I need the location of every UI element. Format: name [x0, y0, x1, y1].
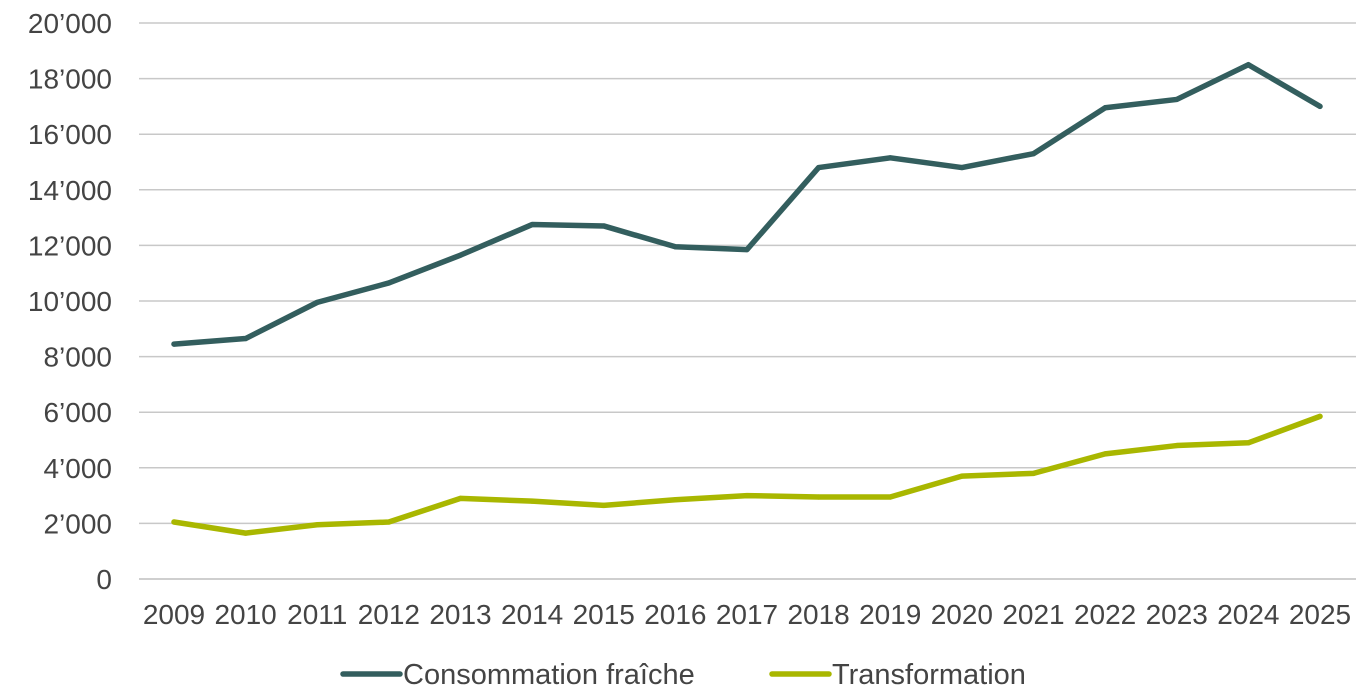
legend-label-1: Transformation — [832, 659, 1026, 691]
data-point — [1030, 470, 1037, 476]
data-point — [1102, 105, 1108, 111]
data-point — [1174, 442, 1180, 449]
x-tick-label: 2018 — [787, 599, 849, 630]
x-tick-label: 2009 — [143, 599, 205, 630]
x-tick-label: 2024 — [1217, 599, 1279, 630]
y-tick-label: 6’000 — [43, 397, 112, 428]
x-tick-label: 2014 — [501, 599, 563, 630]
x-tick-label: 2013 — [429, 599, 491, 630]
data-point — [1317, 103, 1323, 109]
data-point — [959, 473, 965, 479]
data-point — [744, 246, 750, 253]
data-point — [1102, 451, 1108, 457]
y-tick-label: 4’000 — [43, 453, 112, 484]
series-line-1 — [171, 413, 1323, 536]
x-tick-label: 2017 — [716, 599, 778, 630]
data-point — [959, 164, 965, 171]
data-point — [243, 335, 249, 342]
data-point — [457, 252, 464, 258]
data-point — [672, 497, 678, 503]
y-tick-label: 16’000 — [28, 119, 112, 150]
x-tick-label: 2012 — [358, 599, 420, 630]
data-point — [243, 530, 249, 536]
data-point — [529, 498, 535, 504]
data-point — [386, 280, 392, 286]
data-point — [672, 244, 678, 250]
data-point — [314, 522, 320, 528]
data-point — [1174, 96, 1180, 103]
data-point — [171, 519, 177, 525]
legend: Consommation fraîche Transformation — [340, 659, 1026, 691]
x-tick-label: 2021 — [1002, 599, 1064, 630]
x-tick-label: 2011 — [287, 599, 347, 630]
y-tick-label: 8’000 — [43, 342, 112, 373]
data-point — [1317, 413, 1323, 419]
x-axis-tick-labels: 2009 2010 2011 2012 2013 2014 2015 2016 2017 2018… — [143, 599, 1351, 630]
x-tick-label: 2019 — [859, 599, 921, 630]
data-point — [1030, 151, 1037, 157]
y-tick-label: 20’000 — [28, 8, 112, 39]
x-tick-label: 2022 — [1074, 599, 1136, 630]
x-tick-label: 2020 — [931, 599, 993, 630]
data-point — [816, 164, 822, 171]
y-tick-label: 0 — [96, 564, 112, 595]
y-axis-tick-labels: 0 2’000 4’000 6’000 8’000 10’000 12’000 14’000 1… — [28, 8, 112, 595]
y-tick-label: 2’000 — [43, 508, 112, 539]
x-tick-label: 2010 — [214, 599, 276, 630]
y-tick-label: 14’000 — [28, 175, 112, 206]
x-tick-label: 2015 — [573, 599, 635, 630]
data-point — [1245, 62, 1251, 68]
y-tick-label: 12’000 — [28, 230, 112, 261]
data-point — [601, 223, 607, 229]
y-tick-label: 10’000 — [28, 286, 112, 317]
y-tick-label: 18’000 — [28, 64, 112, 95]
data-point — [601, 502, 607, 508]
data-point — [529, 221, 535, 228]
x-tick-label: 2025 — [1289, 599, 1351, 630]
data-point — [314, 299, 320, 305]
data-point — [887, 155, 893, 161]
data-point — [1245, 440, 1251, 446]
legend-label-0: Consommation fraîche — [403, 659, 695, 691]
data-point — [457, 495, 464, 501]
data-point — [887, 494, 893, 500]
data-point — [744, 493, 750, 499]
data-point — [386, 519, 392, 525]
series-line-0 — [171, 61, 1323, 347]
x-tick-label: 2016 — [644, 599, 706, 630]
series-lines — [171, 61, 1323, 536]
data-point — [816, 494, 822, 500]
x-tick-label: 2023 — [1146, 599, 1208, 630]
data-point — [171, 341, 177, 347]
